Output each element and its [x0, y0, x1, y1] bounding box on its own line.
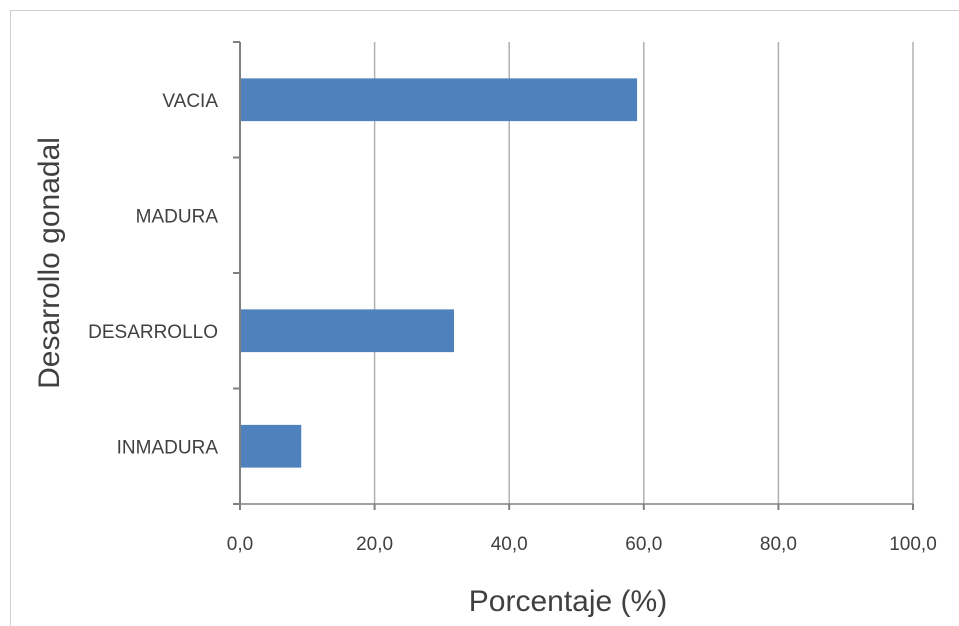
bar-vacia: [240, 78, 638, 122]
chart-frame: [10, 10, 959, 626]
axes: [233, 41, 914, 510]
x-tick-label: 40,0: [491, 534, 528, 555]
x-tick-label: 60,0: [625, 534, 662, 555]
category-label: INMADURA: [117, 437, 219, 458]
y-axis-title: Desarrollo gonadal: [33, 137, 66, 389]
bar-desarrollo: [240, 309, 455, 353]
category-label: DESARROLLO: [88, 322, 218, 343]
x-axis-title: Porcentaje (%): [469, 585, 667, 618]
x-tick-label: 0,0: [227, 534, 253, 555]
x-tick-label: 80,0: [760, 534, 797, 555]
tick-labels: 0,0 20,0 40,0 60,0 80,0 100,0: [227, 534, 937, 555]
x-tick-label: 100,0: [889, 534, 937, 555]
x-tick-label: 20,0: [356, 534, 393, 555]
category-label: VACIA: [162, 91, 218, 112]
category-labels: VACIA MADURA DESARROLLO INMADURA: [88, 91, 218, 459]
bar-inmadura: [240, 424, 302, 468]
category-label: MADURA: [136, 206, 219, 227]
bars: [240, 78, 638, 468]
